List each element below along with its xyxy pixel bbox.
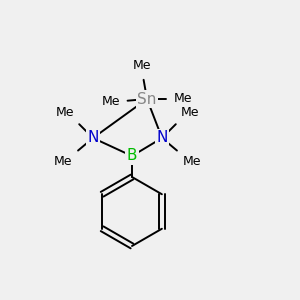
Text: N: N [156, 130, 168, 146]
Text: Me: Me [181, 106, 200, 119]
Text: Me: Me [102, 95, 120, 108]
Text: N: N [87, 130, 99, 146]
Text: Me: Me [174, 92, 193, 106]
Text: Me: Me [56, 106, 74, 119]
Text: Sn: Sn [137, 92, 157, 106]
Text: Me: Me [54, 155, 72, 168]
Text: B: B [127, 148, 137, 164]
Text: Me: Me [183, 155, 201, 168]
Text: Me: Me [133, 59, 152, 72]
